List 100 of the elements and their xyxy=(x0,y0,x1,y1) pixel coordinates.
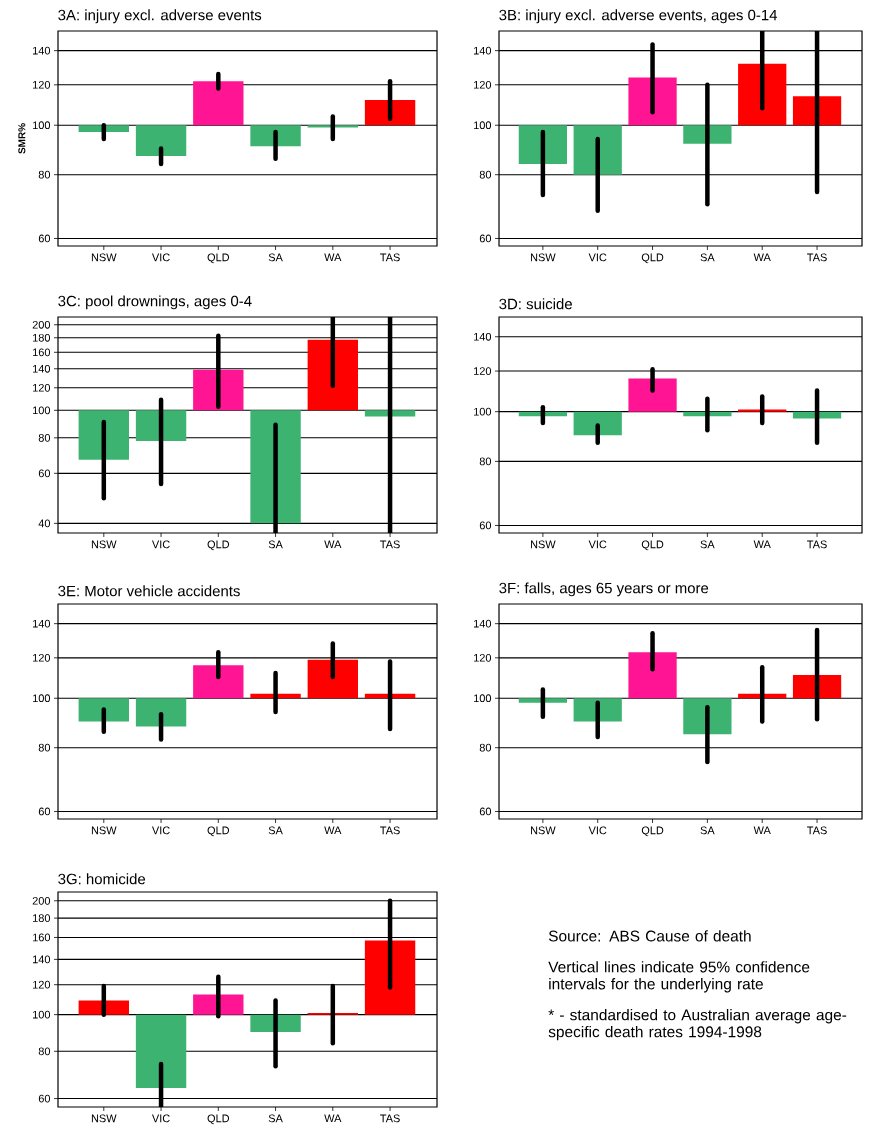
y-axis-title: SMR% xyxy=(18,123,26,154)
bar xyxy=(78,698,129,722)
x-tick-label: QLD xyxy=(641,826,664,837)
x-tick-label: NSW xyxy=(91,826,117,835)
y-tick-label: 120 xyxy=(474,80,492,89)
y-tick-label: 60 xyxy=(38,234,51,243)
x-tick-label: SA xyxy=(268,826,283,835)
y-tick-label: 100 xyxy=(33,694,51,703)
x-tick-label: WA xyxy=(753,540,771,549)
y-tick-label: 140 xyxy=(474,619,492,628)
y-tick-label: 60 xyxy=(38,469,51,478)
x-tick-label: VIC xyxy=(588,826,607,835)
bar xyxy=(250,410,301,524)
x-tick-label: SA xyxy=(268,253,283,262)
bar xyxy=(135,410,187,441)
y-tick-label: 40 xyxy=(38,519,51,528)
y-tick-label: 100 xyxy=(474,694,492,703)
y-tick-label: 80 xyxy=(479,457,492,466)
x-tick-label: VIC xyxy=(151,253,170,262)
chart-title: 3D: suicide xyxy=(499,298,572,310)
bar xyxy=(250,1014,301,1032)
x-tick-label: SA xyxy=(268,540,283,549)
y-tick-label: 60 xyxy=(479,521,492,530)
y-tick-label: 200 xyxy=(32,320,51,329)
chart-title: 3A: injury excl. adverse events xyxy=(58,9,262,24)
bar xyxy=(307,659,358,699)
chart-title: 3G: homicide xyxy=(58,873,146,885)
x-tick-label: WA xyxy=(753,826,771,835)
x-tick-label: NSW xyxy=(91,540,117,549)
y-tick-label: 100 xyxy=(474,407,492,416)
bar xyxy=(193,665,244,699)
y-tick-label: 160 xyxy=(33,348,51,357)
bar xyxy=(364,100,416,126)
bar xyxy=(78,410,129,460)
chart-title: 3C: pool drownings, ages 0-4 xyxy=(58,295,252,310)
y-tick-label: 80 xyxy=(479,170,492,179)
x-tick-label: TAS xyxy=(807,540,827,549)
bar xyxy=(135,698,187,727)
y-tick-label: 140 xyxy=(33,955,51,964)
bar xyxy=(738,409,787,412)
bar xyxy=(628,378,677,412)
y-tick-label: 80 xyxy=(38,170,51,179)
chart-title: 3B: injury excl. adverse events, ages 0-14 xyxy=(499,9,778,24)
y-tick-label: 80 xyxy=(38,743,51,752)
x-tick-label: SA xyxy=(700,253,715,262)
y-tick-label: 80 xyxy=(38,1047,51,1056)
y-tick-label: 80 xyxy=(479,743,492,752)
x-tick-label: NSW xyxy=(531,540,556,549)
x-tick-label: NSW xyxy=(91,253,117,262)
x-tick-label: WA xyxy=(324,253,342,262)
x-tick-label: NSW xyxy=(531,826,556,835)
y-tick-label: 100 xyxy=(33,121,51,130)
x-tick-label: NSW xyxy=(91,1114,117,1123)
x-tick-label: WA xyxy=(324,1114,342,1123)
y-tick-label: 120 xyxy=(33,80,51,89)
y-tick-label: 140 xyxy=(474,332,492,341)
x-tick-label: WA xyxy=(324,826,342,835)
x-tick-label: QLD xyxy=(207,1114,230,1125)
x-tick-label: TAS xyxy=(380,1114,400,1123)
y-tick-label: 140 xyxy=(474,46,492,55)
text: * - standardised to Australian average age-specific death rates 1994-1998 xyxy=(548,1009,847,1041)
x-tick-label: QLD xyxy=(641,253,664,264)
y-tick-label: 60 xyxy=(479,234,492,243)
bar xyxy=(78,125,129,132)
x-tick-label: VIC xyxy=(588,253,607,262)
bar xyxy=(135,125,187,157)
bar xyxy=(573,125,622,175)
x-tick-label: VIC xyxy=(151,826,170,835)
x-tick-label: QLD xyxy=(207,540,230,551)
y-tick-label: 180 xyxy=(33,914,51,922)
chart-title: 3F: falls, ages 65 years or more xyxy=(499,582,709,597)
x-tick-label: SA xyxy=(700,540,715,549)
chart-title: 3E: Motor vehicle accidents xyxy=(58,585,240,597)
x-tick-label: QLD xyxy=(207,253,230,264)
y-tick-label: 140 xyxy=(33,619,51,628)
bar xyxy=(307,339,358,411)
y-tick-label: 100 xyxy=(33,1010,51,1019)
bar xyxy=(364,940,416,1015)
y-tick-label: 140 xyxy=(33,364,51,373)
bar xyxy=(738,63,787,126)
bar xyxy=(628,652,677,699)
x-tick-label: QLD xyxy=(641,540,664,551)
x-tick-label: SA xyxy=(268,1114,283,1123)
bar xyxy=(573,698,622,722)
y-tick-label: 180 xyxy=(33,333,51,342)
bar xyxy=(250,125,301,147)
y-tick-label: 60 xyxy=(38,807,51,816)
x-tick-label: VIC xyxy=(588,540,607,549)
x-tick-label: TAS xyxy=(380,253,400,262)
x-tick-label: TAS xyxy=(807,253,827,262)
x-tick-label: TAS xyxy=(380,826,400,835)
x-tick-label: NSW xyxy=(531,253,556,262)
y-tick-label: 100 xyxy=(33,406,51,415)
y-tick-label: 120 xyxy=(33,383,51,392)
x-tick-label: SA xyxy=(700,826,715,835)
y-tick-label: 120 xyxy=(33,653,51,662)
y-tick-label: 120 xyxy=(474,367,492,375)
x-tick-label: VIC xyxy=(151,1114,170,1123)
y-tick-label: 120 xyxy=(33,980,51,989)
x-tick-label: WA xyxy=(753,253,771,262)
